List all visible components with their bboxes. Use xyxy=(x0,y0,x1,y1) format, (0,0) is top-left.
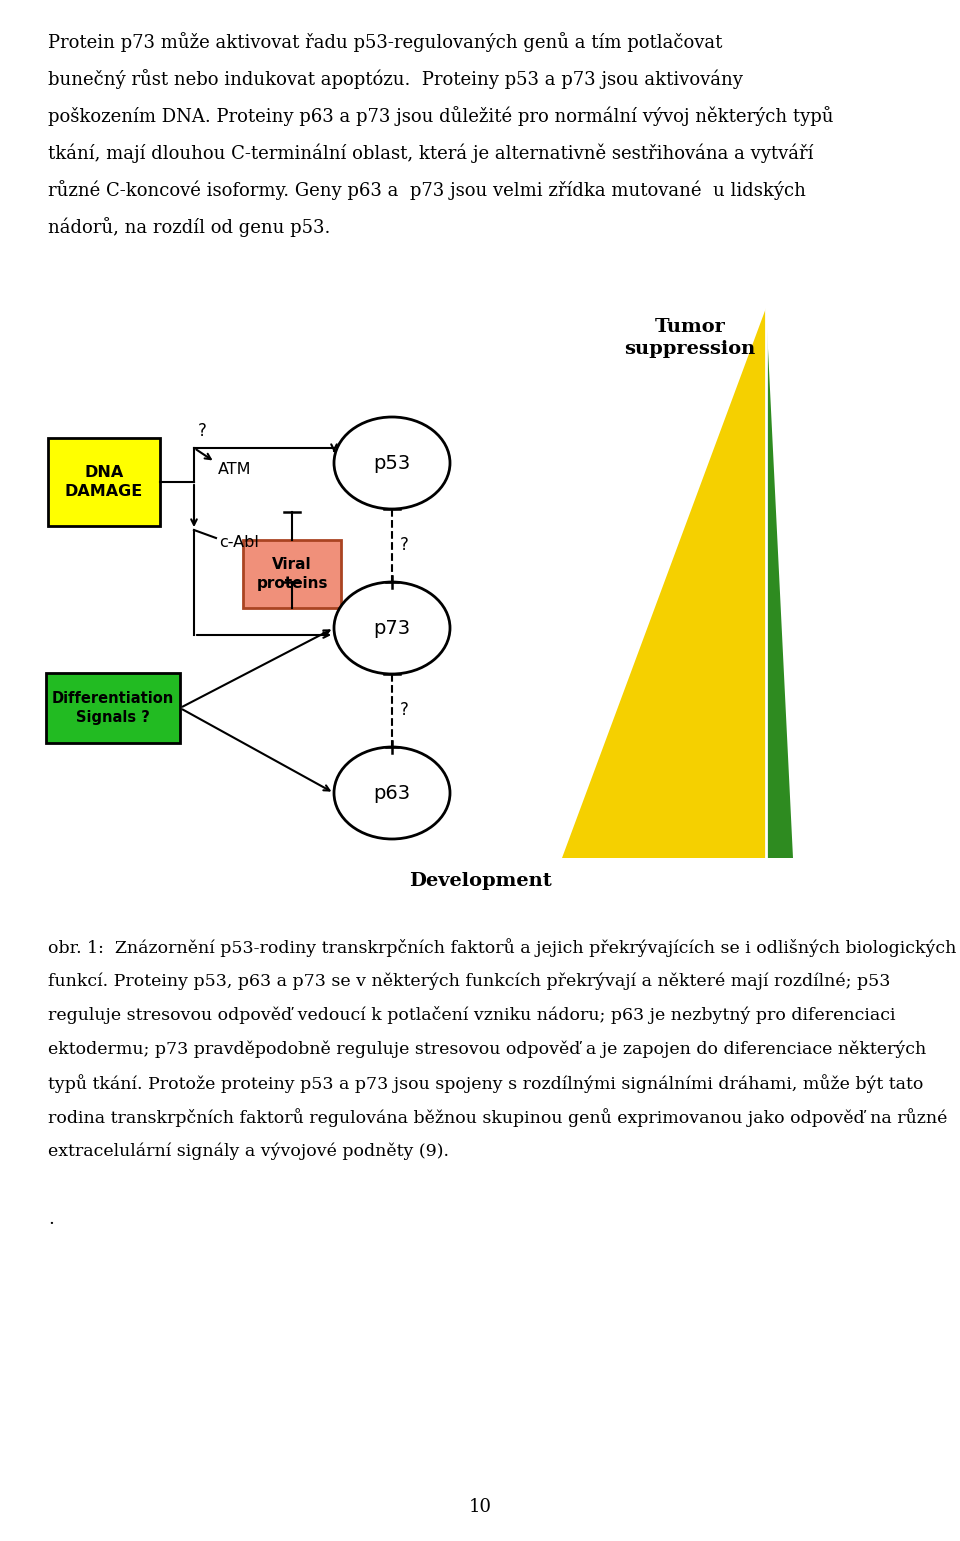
FancyBboxPatch shape xyxy=(243,539,341,609)
Ellipse shape xyxy=(334,747,450,838)
Text: Differentiation
Signals ?: Differentiation Signals ? xyxy=(52,692,174,724)
Text: bunečný růst nebo indukovat apoptózu.  Proteiny p53 a p73 jsou aktivovány: bunečný růst nebo indukovat apoptózu. Pr… xyxy=(48,69,743,89)
Ellipse shape xyxy=(334,418,450,509)
Text: 10: 10 xyxy=(468,1498,492,1516)
Text: různé C-koncové isoformy. Geny p63 a  p73 jsou velmi zřídka mutované  u lidských: různé C-koncové isoformy. Geny p63 a p73… xyxy=(48,180,805,200)
Text: DNA
DAMAGE: DNA DAMAGE xyxy=(65,464,143,499)
Polygon shape xyxy=(766,308,793,858)
Text: extracelulární signály a vývojové podněty (9).: extracelulární signály a vývojové podnět… xyxy=(48,1142,449,1159)
Text: rodina transkrpčních faktorů regulována běžnou skupinou genů exprimovanou jako o: rodina transkrpčních faktorů regulována … xyxy=(48,1108,948,1126)
Text: ?: ? xyxy=(400,536,409,555)
Text: obr. 1:  Znázornění p53-rodiny transkrpčních faktorů a jejich překrývajících se : obr. 1: Znázornění p53-rodiny transkrpčn… xyxy=(48,938,956,957)
Text: funkcí. Proteiny p53, p63 a p73 se v některých funkcích překrývají a některé maj: funkcí. Proteiny p53, p63 a p73 se v něk… xyxy=(48,972,890,989)
Text: Protein p73 může aktivovat řadu p53-regulovaných genů a tím potlačovat: Protein p73 může aktivovat řadu p53-regu… xyxy=(48,32,722,52)
Text: nádorů, na rozdíl od genu p53.: nádorů, na rozdíl od genu p53. xyxy=(48,217,330,237)
Text: ATM: ATM xyxy=(218,461,252,476)
Text: .: . xyxy=(48,1210,54,1228)
FancyBboxPatch shape xyxy=(46,673,180,743)
Text: Tumor
suppression: Tumor suppression xyxy=(624,317,756,358)
Text: ?: ? xyxy=(198,422,206,441)
Text: Viral
proteins: Viral proteins xyxy=(256,558,327,590)
Text: typů tkání. Protože proteiny p53 a p73 jsou spojeny s rozdílnými signálními dráh: typů tkání. Protože proteiny p53 a p73 j… xyxy=(48,1074,924,1093)
Text: c-Abl: c-Abl xyxy=(219,535,259,550)
Text: ektodermu; p73 pravděpodobně reguluje stresovou odpověď a je zapojen do diferenc: ektodermu; p73 pravděpodobně reguluje st… xyxy=(48,1040,926,1057)
Ellipse shape xyxy=(334,582,450,673)
Polygon shape xyxy=(562,308,766,858)
Text: p73: p73 xyxy=(373,618,411,638)
Text: ?: ? xyxy=(400,701,409,720)
Text: p53: p53 xyxy=(373,453,411,473)
Text: Development: Development xyxy=(409,872,551,891)
Text: tkání, mají dlouhou C-terminální oblast, která je alternativně sestřihována a vy: tkání, mají dlouhou C-terminální oblast,… xyxy=(48,143,813,162)
Text: p63: p63 xyxy=(373,783,411,803)
Text: reguluje stresovou odpověď vedoucí k potlačení vzniku nádoru; p63 je nezbytný pr: reguluje stresovou odpověď vedoucí k pot… xyxy=(48,1006,896,1025)
Text: poškozením DNA. Proteiny p63 a p73 jsou důležité pro normální vývoj některých ty: poškozením DNA. Proteiny p63 a p73 jsou … xyxy=(48,106,833,126)
FancyBboxPatch shape xyxy=(48,438,160,525)
